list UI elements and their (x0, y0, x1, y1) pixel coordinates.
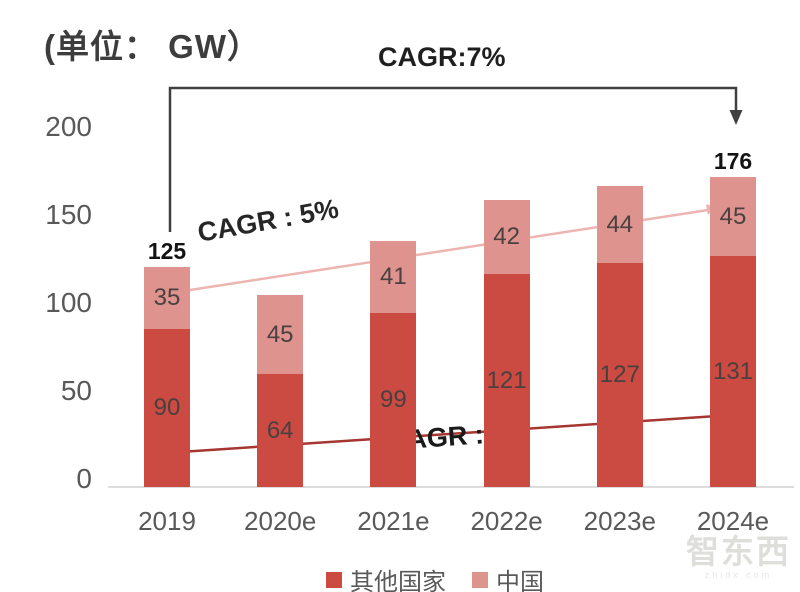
bracket-arrowhead-icon (729, 110, 743, 125)
watermark-logo: 智东西 (686, 533, 791, 570)
y-axis-tick-label: 0 (76, 463, 92, 494)
bar-value-label: 42 (493, 223, 520, 251)
bar-segment-china-2023e: 44 (596, 186, 643, 264)
bar-segment-other-2022e: 121 (483, 274, 530, 487)
legend: 其他国家 中国 (326, 562, 544, 592)
bar-value-label: 64 (266, 416, 294, 444)
bar-value-label: 35 (153, 283, 181, 311)
bar-segment-other-2023e: 127 (596, 263, 643, 487)
x-axis-tick-label: 2019 (138, 506, 196, 536)
x-axis-tick-label: 2021e (357, 506, 430, 536)
legend-label-other-countries: 其他国家 (350, 569, 446, 592)
total-label-2019: 125 (147, 238, 187, 264)
bar-segment-china-2024e: 45 (710, 177, 756, 257)
chart-unit-title: (单位： GW） (44, 28, 261, 65)
y-axis-tick-label: 100 (45, 287, 92, 318)
y-axis-tick-label: 50 (60, 375, 92, 406)
bar-segment-other-2021e: 99 (370, 312, 417, 487)
legend-swatch-china-icon (472, 571, 488, 588)
bar-segment-china-2020e: 45 (257, 295, 304, 375)
bar-value-label: 131 (712, 357, 754, 385)
bar-value-label: 99 (380, 385, 407, 413)
total-cagr-annotation: CAGR:7% (378, 42, 506, 72)
bar-value-label: 90 (153, 393, 181, 421)
bar-segment-other-2019: 90 (144, 328, 190, 487)
total-label-2024e: 176 (713, 148, 753, 175)
legend-swatch-other-countries-icon (326, 571, 342, 588)
watermark: 智东西 zhidx.com (686, 533, 791, 581)
bar-segment-other-2020e: 64 (257, 374, 304, 487)
x-axis-tick-label: 2022e (470, 506, 543, 536)
bar-segment-china-2021e: 41 (370, 240, 417, 313)
x-axis-line (108, 486, 794, 488)
x-axis-tick-label: 2024e (696, 506, 770, 536)
bar-segment-china-2019: 35 (144, 267, 190, 329)
bar-value-label: 121 (486, 366, 527, 394)
bar-segment-china-2022e: 42 (483, 200, 530, 275)
y-axis-tick-label: 200 (45, 111, 92, 142)
bar-value-label: 44 (606, 210, 634, 238)
legend-item-other-countries: 其他国家 (326, 562, 446, 592)
bar-value-label: 41 (380, 262, 407, 290)
y-axis-tick-label: 150 (45, 199, 92, 230)
china-cagr-annotation: CAGR : 5% (195, 193, 341, 248)
bar-value-label: 45 (719, 202, 747, 230)
bar-value-label: 127 (599, 361, 640, 389)
legend-label-china: 中国 (496, 569, 544, 592)
x-axis-tick-label: 2023e (583, 506, 656, 536)
bar-segment-other-2024e: 131 (710, 256, 756, 487)
legend-item-china: 中国 (472, 562, 544, 592)
watermark-url: zhidx.com (704, 570, 773, 580)
x-axis-tick-label: 2020e (244, 506, 317, 536)
bar-value-label: 45 (266, 320, 294, 348)
